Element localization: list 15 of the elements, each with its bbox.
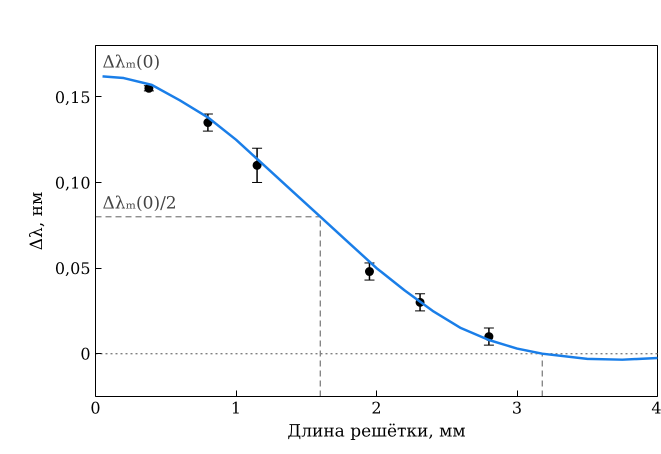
annotation: Δλₘ(0): [102, 52, 160, 72]
y-tick-label: 0: [80, 344, 91, 364]
point: [252, 160, 262, 170]
x-axis-title: Длина решётки, мм: [287, 422, 466, 442]
x-tick-label: 4: [651, 398, 661, 418]
y-tick-label: 0,05: [54, 259, 90, 278]
y-tick-label: 0,10: [54, 173, 90, 192]
y-tick-label: 0,15: [54, 88, 90, 107]
point: [364, 267, 374, 276]
y-axis-title: Δλ, нм: [26, 192, 47, 250]
x-tick-label: 3: [512, 398, 522, 418]
x-tick-label: 2: [371, 398, 382, 418]
x-tick-label: 1: [230, 398, 242, 418]
ref-line-label: Δλₘ(0)/2: [102, 194, 177, 214]
line-series: [101, 75, 658, 361]
